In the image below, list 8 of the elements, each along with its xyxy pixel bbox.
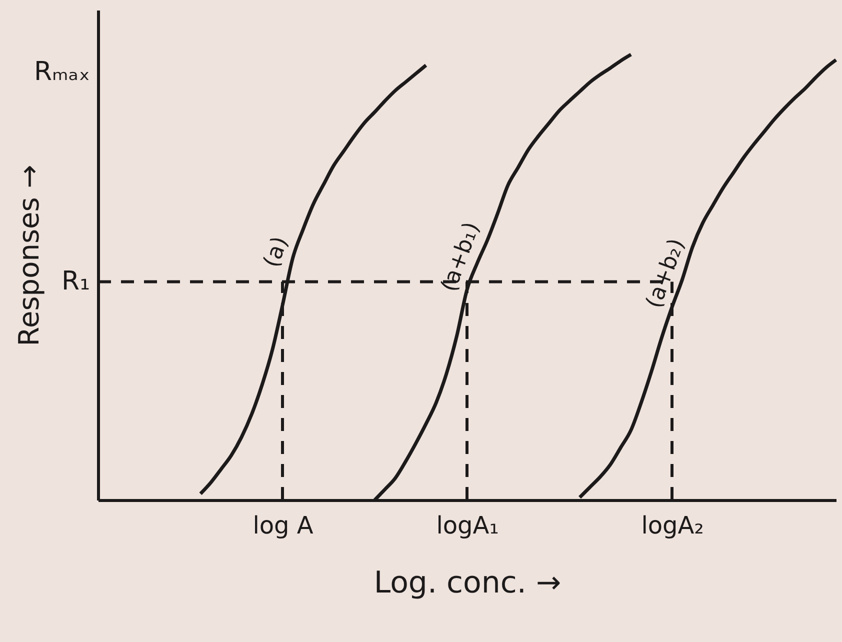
ref-line-label: R₁ (62, 266, 90, 297)
text: Rₘₐₓ (34, 57, 90, 87)
x-axis-title: Log. conc. → (374, 566, 562, 600)
text: (a) (259, 233, 294, 271)
x-tick-label: logA₂ (641, 512, 704, 540)
x-tick-label: log A (252, 512, 314, 540)
y-axis-title: Responses → (12, 164, 46, 346)
x-tick-label: logA₁ (436, 512, 499, 540)
